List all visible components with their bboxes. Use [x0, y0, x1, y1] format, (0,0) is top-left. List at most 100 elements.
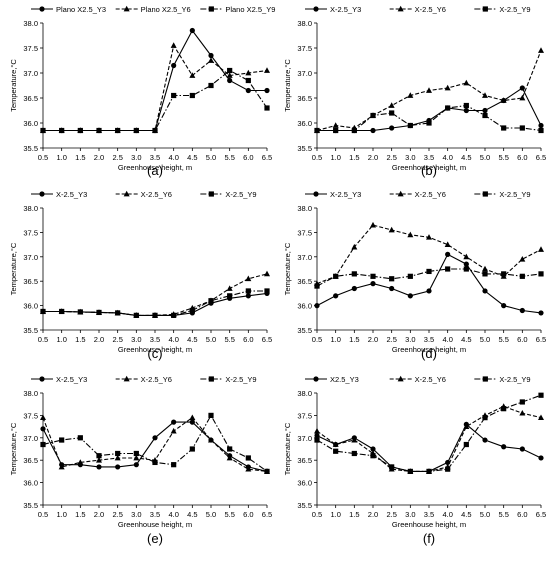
- x-tick-label: 5.5: [498, 510, 508, 519]
- y-tick-label: 35.5: [297, 326, 312, 335]
- panel-caption: (e): [147, 531, 163, 546]
- legend-point: [313, 376, 319, 382]
- x-tick-label: 2.0: [94, 153, 104, 162]
- series-1-point: [407, 293, 413, 299]
- x-tick-label: 2.0: [368, 153, 378, 162]
- legend-label: X-2.5_Y6: [415, 190, 446, 199]
- legend-label: X-2.5_Y3: [56, 190, 87, 199]
- legend-label: X-2.5_Y6: [415, 5, 446, 14]
- x-tick-label: 4.5: [461, 335, 471, 344]
- legend-item-3: Plano X2.5_Y9: [200, 5, 275, 14]
- x-tick-label: 0.5: [38, 510, 48, 519]
- x-tick-label: 3.5: [150, 510, 160, 519]
- series-2-point: [538, 246, 544, 252]
- series-2-point: [264, 67, 270, 73]
- series-2-point: [351, 436, 358, 443]
- y-tick-label: 36.5: [297, 277, 312, 286]
- series-1-point: [264, 87, 270, 94]
- x-axis-label: Greenhouse height, m: [392, 163, 466, 172]
- x-tick-label: 1.0: [56, 510, 66, 519]
- series-2-point: [519, 94, 526, 101]
- x-tick-label: 1.5: [75, 153, 85, 162]
- series-2-point: [133, 454, 140, 461]
- y-tick-label: 36.0: [297, 479, 312, 488]
- series-1-point: [370, 446, 376, 452]
- legend-point: [123, 375, 130, 382]
- series-3-point: [333, 127, 339, 134]
- legend-item-2: X-2.5_Y6: [389, 5, 446, 14]
- series-3-point: [208, 82, 214, 89]
- x-tick-label: 0.5: [38, 335, 48, 344]
- series-3-point: [264, 105, 270, 111]
- series-2-point: [444, 84, 451, 91]
- x-tick-label: 5.0: [206, 153, 216, 162]
- series-2-point: [226, 72, 233, 78]
- x-tick-label: 1.5: [75, 335, 85, 344]
- legend-label: X-2.5_Y6: [415, 375, 446, 384]
- series-2-point: [208, 57, 214, 63]
- series-3-point: [370, 453, 376, 459]
- legend-item-3: X-2.5_Y9: [200, 375, 257, 384]
- series-1-point: [519, 446, 525, 452]
- y-tick-label: 36.0: [23, 302, 38, 311]
- series-1-point: [501, 444, 507, 450]
- series-3-point: [227, 293, 233, 299]
- series-1-point: [189, 419, 195, 425]
- legend-item-1: X-2.5_Y3: [31, 375, 87, 384]
- series-2-point: [463, 79, 470, 86]
- x-axis-label: Greenhouse height, m: [118, 345, 192, 354]
- series-3-point: [115, 127, 121, 134]
- series-3-point: [314, 283, 320, 289]
- series-3-point: [314, 127, 320, 134]
- x-tick-label: 5.0: [480, 153, 490, 162]
- series-2-point: [245, 275, 252, 282]
- series-2-point: [170, 42, 177, 48]
- y-tick-label: 37.5: [23, 411, 38, 420]
- series-3-point: [208, 412, 214, 418]
- series-3-point: [463, 441, 469, 448]
- legend-item-2: Plano X2.5_Y6: [115, 5, 191, 14]
- series-3-point: [538, 271, 544, 277]
- series-3-point: [351, 271, 357, 277]
- series-3-point: [482, 415, 488, 421]
- x-tick-label: 4.5: [461, 510, 471, 519]
- y-tick-label: 37.5: [23, 44, 38, 53]
- y-axis-label: Temperature,°C: [283, 422, 292, 475]
- series-3-point: [171, 462, 177, 468]
- series-1-point: [482, 288, 488, 294]
- series-2-point: [388, 102, 395, 108]
- series-1-point: [314, 303, 320, 309]
- legend-point: [208, 6, 214, 12]
- x-tick-label: 3.0: [131, 335, 141, 344]
- series-2-point: [351, 243, 358, 250]
- legend-label: Plano X2.5_Y3: [56, 5, 106, 14]
- x-tick-label: 1.0: [330, 153, 340, 162]
- series-2-point: [370, 221, 376, 228]
- series-1-point: [351, 285, 357, 292]
- x-tick-label: 0.5: [312, 153, 322, 162]
- x-tick-label: 5.0: [480, 510, 490, 519]
- series-3-point: [59, 308, 65, 315]
- legend-point: [39, 376, 45, 382]
- legend-label: X-2.5_Y3: [330, 190, 361, 199]
- legend-point: [123, 190, 130, 197]
- y-tick-label: 37.5: [297, 228, 312, 237]
- x-tick-label: 6.5: [536, 153, 546, 162]
- series-line-2: [43, 273, 268, 316]
- series-3-point: [463, 266, 469, 272]
- series-3-point: [538, 392, 544, 398]
- series-3-point: [152, 312, 158, 318]
- series-3-point: [389, 276, 395, 282]
- series-2-point: [208, 436, 214, 443]
- legend-item-1: X-2.5_Y3: [31, 190, 87, 199]
- series-3-point: [519, 125, 525, 131]
- legend-label: X-2.5_Y6: [141, 190, 172, 199]
- series-1-point: [245, 293, 251, 299]
- series-2-point: [226, 285, 233, 291]
- series-2-point: [245, 465, 252, 472]
- y-axis-label: Temperature,°C: [9, 59, 18, 112]
- x-tick-label: 6.5: [262, 335, 272, 344]
- series-3-point: [264, 288, 270, 294]
